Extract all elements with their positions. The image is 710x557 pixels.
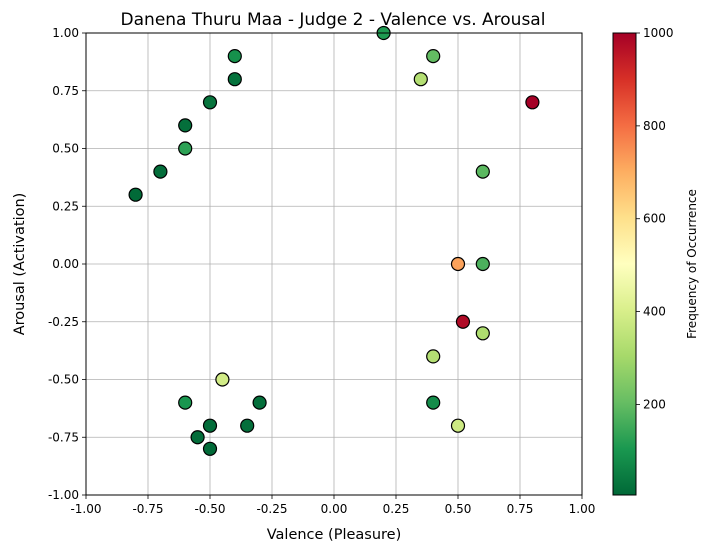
scatter-point [426,395,441,410]
scatter-point [178,141,193,156]
y-tick-label: -0.75 [48,430,79,444]
scatter-point [227,48,242,64]
scatter-point [475,326,490,341]
y-tick-label: -0.50 [48,373,79,387]
scatter-point [178,395,193,410]
scatter-point [215,372,230,387]
scatter-point [426,48,441,64]
x-tick-label: 0.50 [445,502,472,516]
x-tick-label: 0.00 [321,502,348,516]
x-tick-label: 1.00 [569,502,596,516]
y-tick-label: 0.00 [52,257,79,271]
y-tick-label: 1.00 [52,26,79,40]
scatter-point [475,164,490,179]
scatter-point [525,95,540,110]
scatter-point [227,72,242,87]
colorbar-tick-label: 200 [643,397,666,411]
scatter-point [426,349,441,364]
colorbar-tick-label: 600 [643,212,666,226]
y-tick-label: -1.00 [48,488,79,502]
x-tick-label: -0.75 [132,502,163,516]
y-tick-label: -0.25 [48,315,79,329]
scatter-point [413,72,428,87]
y-axis-label: Arousal (Activation) [12,193,28,336]
scatter-point [202,418,218,433]
colorbar-label: Frequency of Occurrence [685,189,699,339]
x-tick-label: 0.75 [507,502,534,516]
colorbar-tick-label: 1000 [643,26,674,40]
x-tick-label: -0.25 [256,502,287,516]
scatter-point [202,441,218,456]
colorbar-tick-label: 400 [643,305,666,319]
scatter-point [128,187,143,202]
y-tick-label: 0.25 [52,199,79,213]
x-tick-label: -1.00 [70,502,101,516]
scatter-point [252,395,267,410]
colorbar-ticks: 200 400 600 800 1000 [636,26,674,411]
scatter-point [455,314,471,329]
y-tick-label: 0.75 [52,84,79,98]
scatter-point [178,118,193,133]
colorbar [612,32,637,496]
y-tick-label: 0.50 [52,142,79,156]
chart-title: Danena Thuru Maa - Judge 2 - Valence vs.… [121,10,546,30]
x-axis-ticks: -1.00 -0.75 -0.50 -0.25 0.00 0.25 0.50 0.75 1.00 [70,495,595,516]
scatter-point [240,418,255,433]
x-axis-label: Valence (Pleasure) [267,527,402,543]
grid [85,32,583,496]
scatter-point [450,256,466,272]
x-tick-label: -0.50 [194,502,225,516]
scatter-point [475,256,490,272]
scatter-point [190,430,205,445]
scatter-points [128,25,540,456]
scatter-point [450,418,466,433]
scatter-point [153,164,168,179]
y-axis-ticks: -1.00 -0.75 -0.50 -0.25 0.00 0.25 0.50 0.75 1.00 [48,26,86,502]
scatter-point [202,95,218,110]
colorbar-tick-label: 800 [643,119,666,133]
x-tick-label: 0.25 [383,502,410,516]
